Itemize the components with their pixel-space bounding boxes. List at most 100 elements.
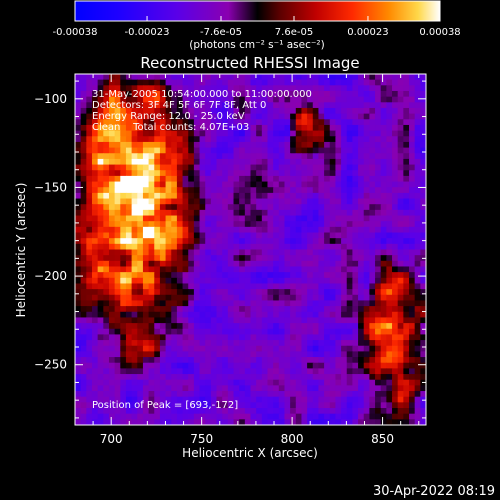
heatmap-cell (86, 328, 93, 336)
heatmap-cell (205, 374, 212, 381)
heatmap-cell (397, 147, 404, 154)
heatmap-cell (386, 238, 393, 245)
heatmap-cell (148, 408, 155, 415)
heatmap-cell (397, 272, 404, 279)
heatmap-cell (239, 192, 246, 200)
heatmap-cell (375, 232, 382, 239)
heatmap-cell (103, 260, 110, 268)
heatmap-cell (409, 232, 416, 239)
heatmap-cell (273, 124, 280, 132)
heatmap-cell (278, 419, 286, 425)
heatmap-cell (222, 221, 229, 228)
heatmap-cell (131, 85, 138, 92)
heatmap-cell (397, 175, 404, 183)
heatmap-cell (341, 283, 348, 290)
heatmap-cell (409, 130, 416, 137)
heatmap-cell (199, 419, 206, 425)
heatmap-cell (386, 362, 393, 369)
heatmap-cell (86, 345, 93, 352)
heatmap-cell (97, 374, 104, 381)
heatmap-cell (335, 385, 342, 392)
heatmap-cell (80, 385, 87, 392)
heatmap-cell (103, 119, 110, 126)
heatmap-cell (346, 272, 353, 279)
heatmap-cell (154, 158, 161, 166)
heatmap-cell (142, 102, 150, 109)
heatmap-cell (154, 272, 161, 279)
heatmap-cell (108, 266, 116, 273)
heatmap-cell (358, 119, 365, 126)
heatmap-cell (375, 243, 382, 251)
heatmap-cell (346, 181, 353, 188)
heatmap-cell (284, 294, 291, 302)
heatmap-cell (358, 102, 365, 109)
heatmap-cell (409, 277, 416, 285)
heatmap-cell (256, 317, 263, 324)
heatmap-cell (75, 209, 82, 217)
heatmap-cell (397, 181, 404, 188)
heatmap-cell (205, 334, 212, 341)
heatmap-cell (239, 345, 246, 352)
heatmap-cell (301, 260, 308, 268)
heatmap-cell (341, 396, 348, 403)
heatmap-cell (363, 215, 370, 222)
heatmap-cell (91, 221, 99, 228)
heatmap-cell (199, 204, 206, 211)
heatmap-cell (165, 209, 172, 217)
heatmap-cell (188, 85, 195, 92)
heatmap-cell (171, 209, 178, 217)
heatmap-cell (222, 391, 229, 398)
heatmap-cell (369, 136, 376, 143)
heatmap-cell (369, 90, 376, 98)
heatmap-cell (80, 198, 87, 205)
heatmap-cell (142, 90, 150, 98)
heatmap-cell (403, 396, 410, 403)
heatmap-cell (318, 413, 325, 420)
heatmap-cell (386, 198, 393, 205)
heatmap-cell (210, 175, 218, 183)
heatmap-cell (125, 164, 133, 171)
heatmap-cell (420, 226, 426, 234)
heatmap-cell (392, 260, 399, 268)
heatmap-cell (307, 158, 314, 166)
heatmap-cell (273, 340, 280, 347)
x-axis-label: Heliocentric X (arcsec) (182, 446, 318, 460)
heatmap-cell (210, 317, 218, 324)
heatmap-cell (227, 294, 235, 302)
heatmap-cell (137, 130, 144, 137)
heatmap-cell (312, 175, 320, 183)
heatmap-cell (125, 357, 133, 364)
heatmap-cell (176, 85, 184, 92)
heatmap-cell (142, 272, 150, 279)
heatmap-cell (239, 226, 246, 234)
heatmap-cell (312, 249, 320, 256)
heatmap-cell (318, 226, 325, 234)
heatmap-cell (137, 277, 144, 285)
heatmap-cell (222, 374, 229, 381)
heatmap-cell (75, 181, 82, 188)
heatmap-cell (91, 192, 99, 200)
heatmap-cell (363, 266, 370, 273)
heatmap-cell (137, 379, 144, 386)
heatmap-cell (261, 209, 269, 217)
heatmap-cell (295, 187, 303, 194)
heatmap-cell (397, 396, 404, 403)
heatmap-cell (414, 391, 421, 398)
heatmap-cell (108, 374, 116, 381)
heatmap-cell (103, 402, 110, 409)
heatmap-cell (329, 113, 337, 120)
heatmap-cell (375, 317, 382, 324)
heatmap-cell (369, 221, 376, 228)
heatmap-cell (233, 283, 240, 290)
heatmap-cell (335, 164, 342, 171)
heatmap-cell (369, 345, 376, 352)
heatmap-cell (182, 328, 189, 336)
heatmap-cell (250, 204, 257, 211)
heatmap-cell (312, 379, 320, 386)
heatmap-cell (86, 175, 93, 183)
heatmap-cell (409, 368, 416, 375)
heatmap-cell (233, 107, 240, 115)
heatmap-cell (375, 249, 382, 256)
heatmap-cell (346, 113, 353, 120)
heatmap-cell (227, 249, 235, 256)
